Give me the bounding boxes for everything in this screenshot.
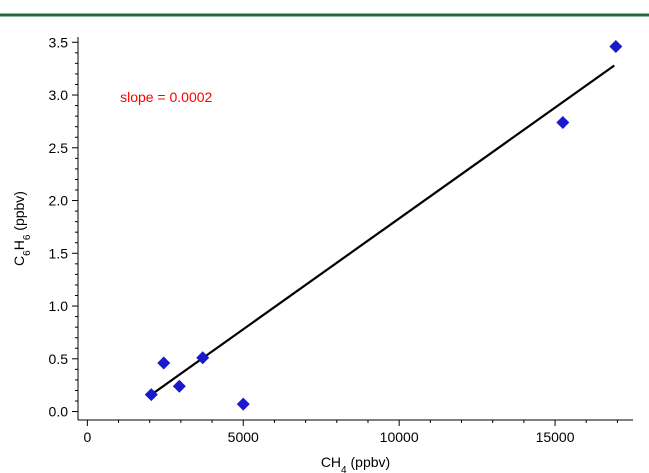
data-point xyxy=(144,388,158,402)
y-axis-ticks: 0.0 0.5 1.0 1.5 2.0 2.5 3.0 3.5 xyxy=(49,34,78,420)
y-axis-title-c: C xyxy=(11,256,27,266)
y-tick-label: 2.0 xyxy=(49,193,69,209)
plot-area: 0 5000 10000 15000 0.0 0.5 1.0 1.5 2.0 2.5 3.0 3.5… xyxy=(11,34,633,473)
y-axis-title-sub2: 6 xyxy=(22,234,33,240)
y-axis-title-sub1: 6 xyxy=(22,250,33,256)
data-point xyxy=(172,379,186,393)
data-point xyxy=(157,356,171,370)
data-point xyxy=(196,351,210,365)
y-tick-label: 1.0 xyxy=(49,298,69,314)
x-axis-title: CH4 (ppbv) xyxy=(321,454,390,473)
y-tick-label: 3.5 xyxy=(49,34,69,50)
x-tick-label: 15000 xyxy=(536,429,575,445)
fit-line xyxy=(150,64,615,396)
x-axis-ticks: 0 5000 10000 15000 xyxy=(83,420,618,445)
slope-annotation: slope = 0.0002 xyxy=(120,89,212,105)
x-axis-title-suffix: (ppbv) xyxy=(347,454,391,470)
y-axis-title-suffix: (ppbv) xyxy=(11,191,27,235)
data-point xyxy=(556,115,570,129)
x-axis-title-base: CH xyxy=(321,454,341,470)
x-axis-title-subscript: 4 xyxy=(341,465,347,473)
y-tick-label: 2.5 xyxy=(49,140,69,156)
y-axis-title: C6H6 (ppbv) xyxy=(11,191,33,266)
y-tick-label: 1.5 xyxy=(49,245,69,261)
data-point xyxy=(609,39,623,53)
x-tick-label: 10000 xyxy=(380,429,419,445)
y-tick-label: 0.0 xyxy=(49,404,69,420)
y-axis-title-h: H xyxy=(11,240,27,250)
data-points xyxy=(144,39,623,411)
x-tick-label: 5000 xyxy=(228,429,259,445)
y-tick-label: 3.0 xyxy=(49,87,69,103)
y-tick-label: 0.5 xyxy=(49,351,69,367)
x-tick-label: 0 xyxy=(83,429,91,445)
data-point xyxy=(236,397,250,411)
